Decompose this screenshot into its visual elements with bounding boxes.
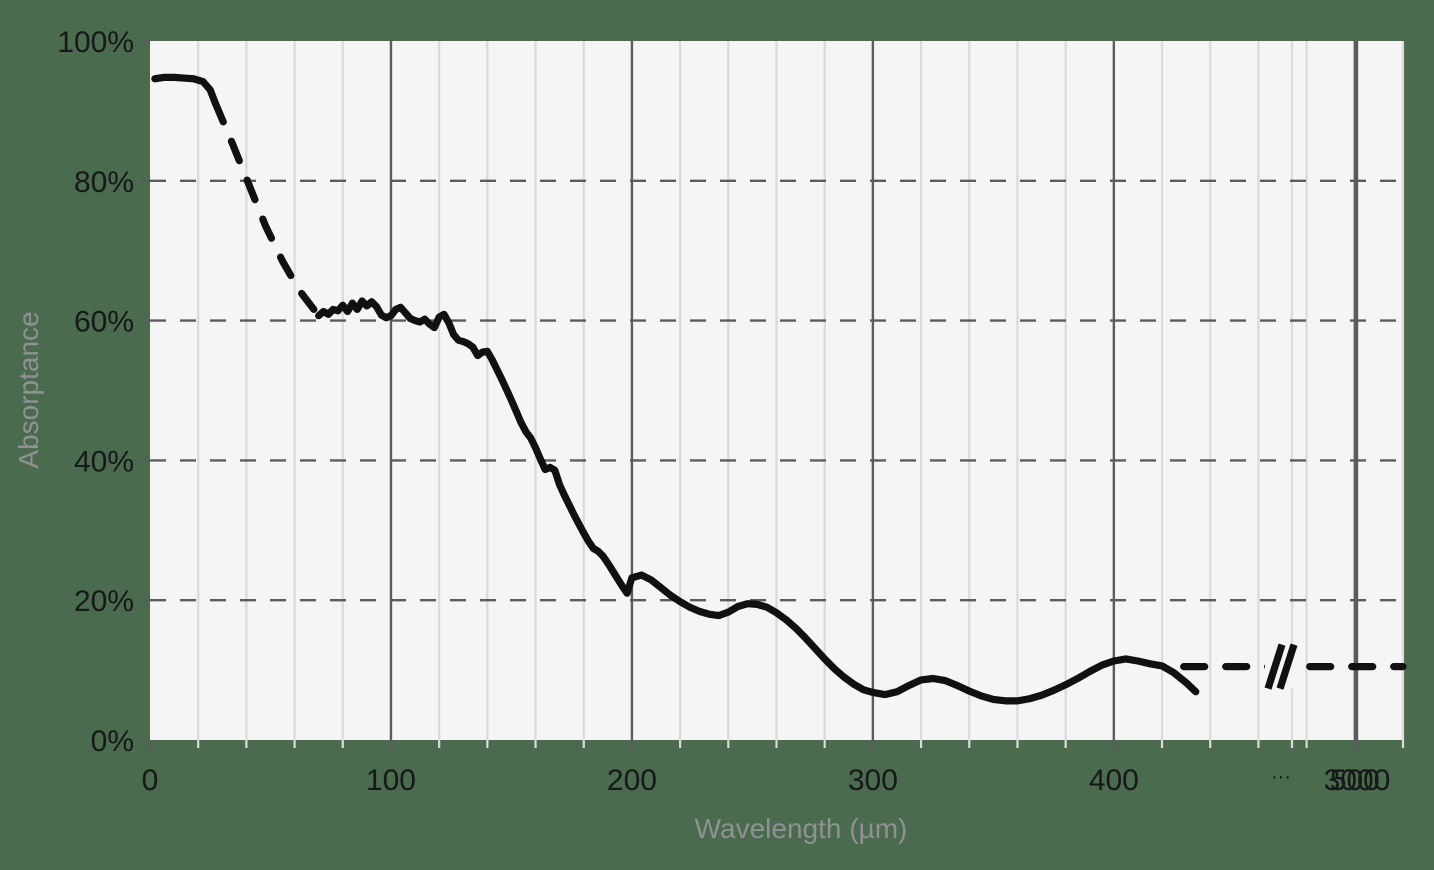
y-axis-tick-marks bbox=[141, 39, 150, 742]
axis-break-slash-2 bbox=[1276, 643, 1298, 690]
y-axis-tick-label: 80% bbox=[74, 166, 134, 199]
y-axis-tick-label: 0% bbox=[91, 725, 134, 758]
x-axis-tick-label: 500 bbox=[1330, 764, 1380, 797]
major-gridlines-group bbox=[389, 41, 1359, 740]
x-axis-tick-label: 200 bbox=[607, 764, 657, 797]
x-axis-tick-label: 400 bbox=[1089, 764, 1139, 797]
y-axis-tick-label: 20% bbox=[74, 585, 134, 618]
series-line-interpolated-dashed bbox=[211, 98, 318, 314]
x-axis-tick-labels: 0 100 200 300 400 500 ··· 3000 bbox=[142, 764, 1391, 797]
x-axis-tick-label: 100 bbox=[366, 764, 416, 797]
y-axis-tick-label: 40% bbox=[74, 445, 134, 478]
x-axis-tick-label: 3000 bbox=[1324, 764, 1391, 797]
x-axis-tick-label: 300 bbox=[848, 764, 898, 797]
y-axis-tick-label: 100% bbox=[57, 26, 134, 59]
x-axis-tick-marks bbox=[148, 740, 1405, 751]
axis-break-slash-1 bbox=[1264, 643, 1286, 690]
minor-gridlines-group bbox=[197, 41, 1405, 740]
y-axis-tick-labels: 0% 20% 40% 60% 80% 100% bbox=[57, 26, 134, 758]
x-axis-title: Wavelength (µm) bbox=[695, 813, 908, 844]
y-axis-tick-label: 60% bbox=[74, 306, 134, 339]
x-axis-ellipsis-label: ··· bbox=[1271, 766, 1291, 788]
y-axis-title: Absorptance bbox=[13, 311, 44, 468]
series-line-main-solid bbox=[315, 297, 1200, 705]
data-series-group bbox=[151, 73, 1407, 705]
axis-break-marker bbox=[1264, 643, 1299, 690]
series-line-lead-in-solid bbox=[151, 73, 219, 107]
x-axis-tick-label: 0 bbox=[142, 764, 159, 797]
